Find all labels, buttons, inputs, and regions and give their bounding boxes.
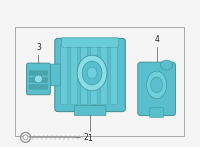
FancyBboxPatch shape: [81, 45, 88, 105]
FancyBboxPatch shape: [62, 37, 118, 47]
Text: 3: 3: [36, 43, 41, 52]
FancyBboxPatch shape: [91, 45, 98, 105]
Ellipse shape: [87, 67, 97, 79]
Ellipse shape: [77, 55, 107, 91]
Ellipse shape: [161, 60, 172, 70]
FancyBboxPatch shape: [138, 62, 175, 116]
FancyBboxPatch shape: [71, 45, 78, 105]
FancyBboxPatch shape: [29, 84, 48, 89]
Text: 4: 4: [154, 35, 159, 44]
Ellipse shape: [147, 71, 167, 99]
Text: 1: 1: [88, 134, 92, 143]
FancyBboxPatch shape: [55, 38, 125, 112]
Text: 2: 2: [83, 133, 88, 142]
Ellipse shape: [23, 135, 28, 140]
FancyBboxPatch shape: [49, 64, 61, 86]
Ellipse shape: [34, 75, 42, 83]
Bar: [15, 27, 184, 136]
FancyBboxPatch shape: [100, 45, 107, 105]
FancyBboxPatch shape: [61, 45, 68, 105]
Ellipse shape: [151, 77, 163, 93]
FancyBboxPatch shape: [29, 71, 48, 75]
FancyBboxPatch shape: [29, 77, 48, 82]
Ellipse shape: [82, 61, 102, 85]
FancyBboxPatch shape: [74, 106, 106, 116]
FancyBboxPatch shape: [150, 108, 164, 118]
FancyBboxPatch shape: [27, 63, 50, 95]
FancyBboxPatch shape: [110, 45, 117, 105]
